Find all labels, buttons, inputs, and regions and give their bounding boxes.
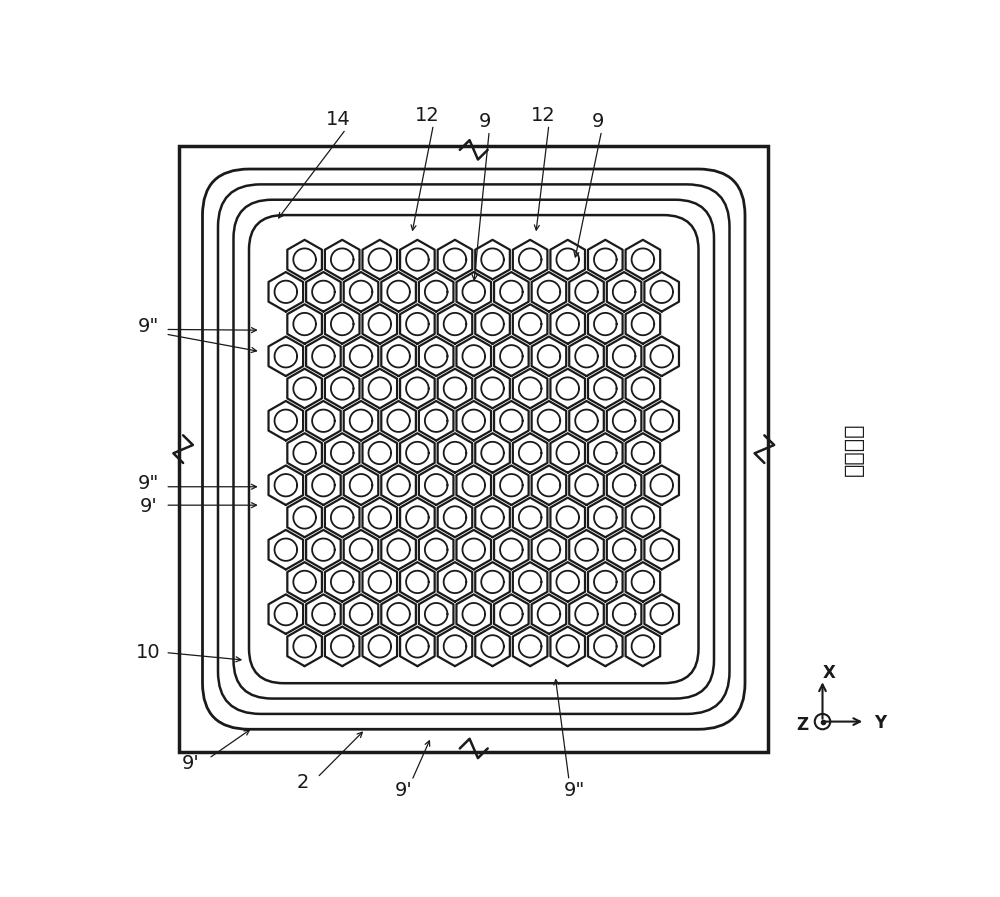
- Text: 10: 10: [136, 643, 161, 662]
- Text: 9": 9": [138, 317, 159, 335]
- Text: X: X: [822, 665, 835, 683]
- Text: 9": 9": [138, 475, 159, 493]
- Text: 9': 9': [395, 781, 413, 800]
- Text: 12: 12: [531, 106, 556, 125]
- Text: 9": 9": [564, 781, 585, 800]
- Text: Z: Z: [796, 717, 809, 735]
- Text: 9: 9: [592, 112, 604, 131]
- Bar: [179, 146, 768, 753]
- Text: 9': 9': [182, 754, 200, 773]
- Text: 9': 9': [139, 497, 157, 516]
- Text: Y: Y: [874, 714, 887, 732]
- Text: 9: 9: [479, 112, 492, 131]
- Text: 14: 14: [326, 109, 351, 128]
- Text: 现有技术: 现有技术: [844, 422, 864, 476]
- Text: 12: 12: [415, 106, 440, 125]
- Text: 2: 2: [297, 773, 309, 792]
